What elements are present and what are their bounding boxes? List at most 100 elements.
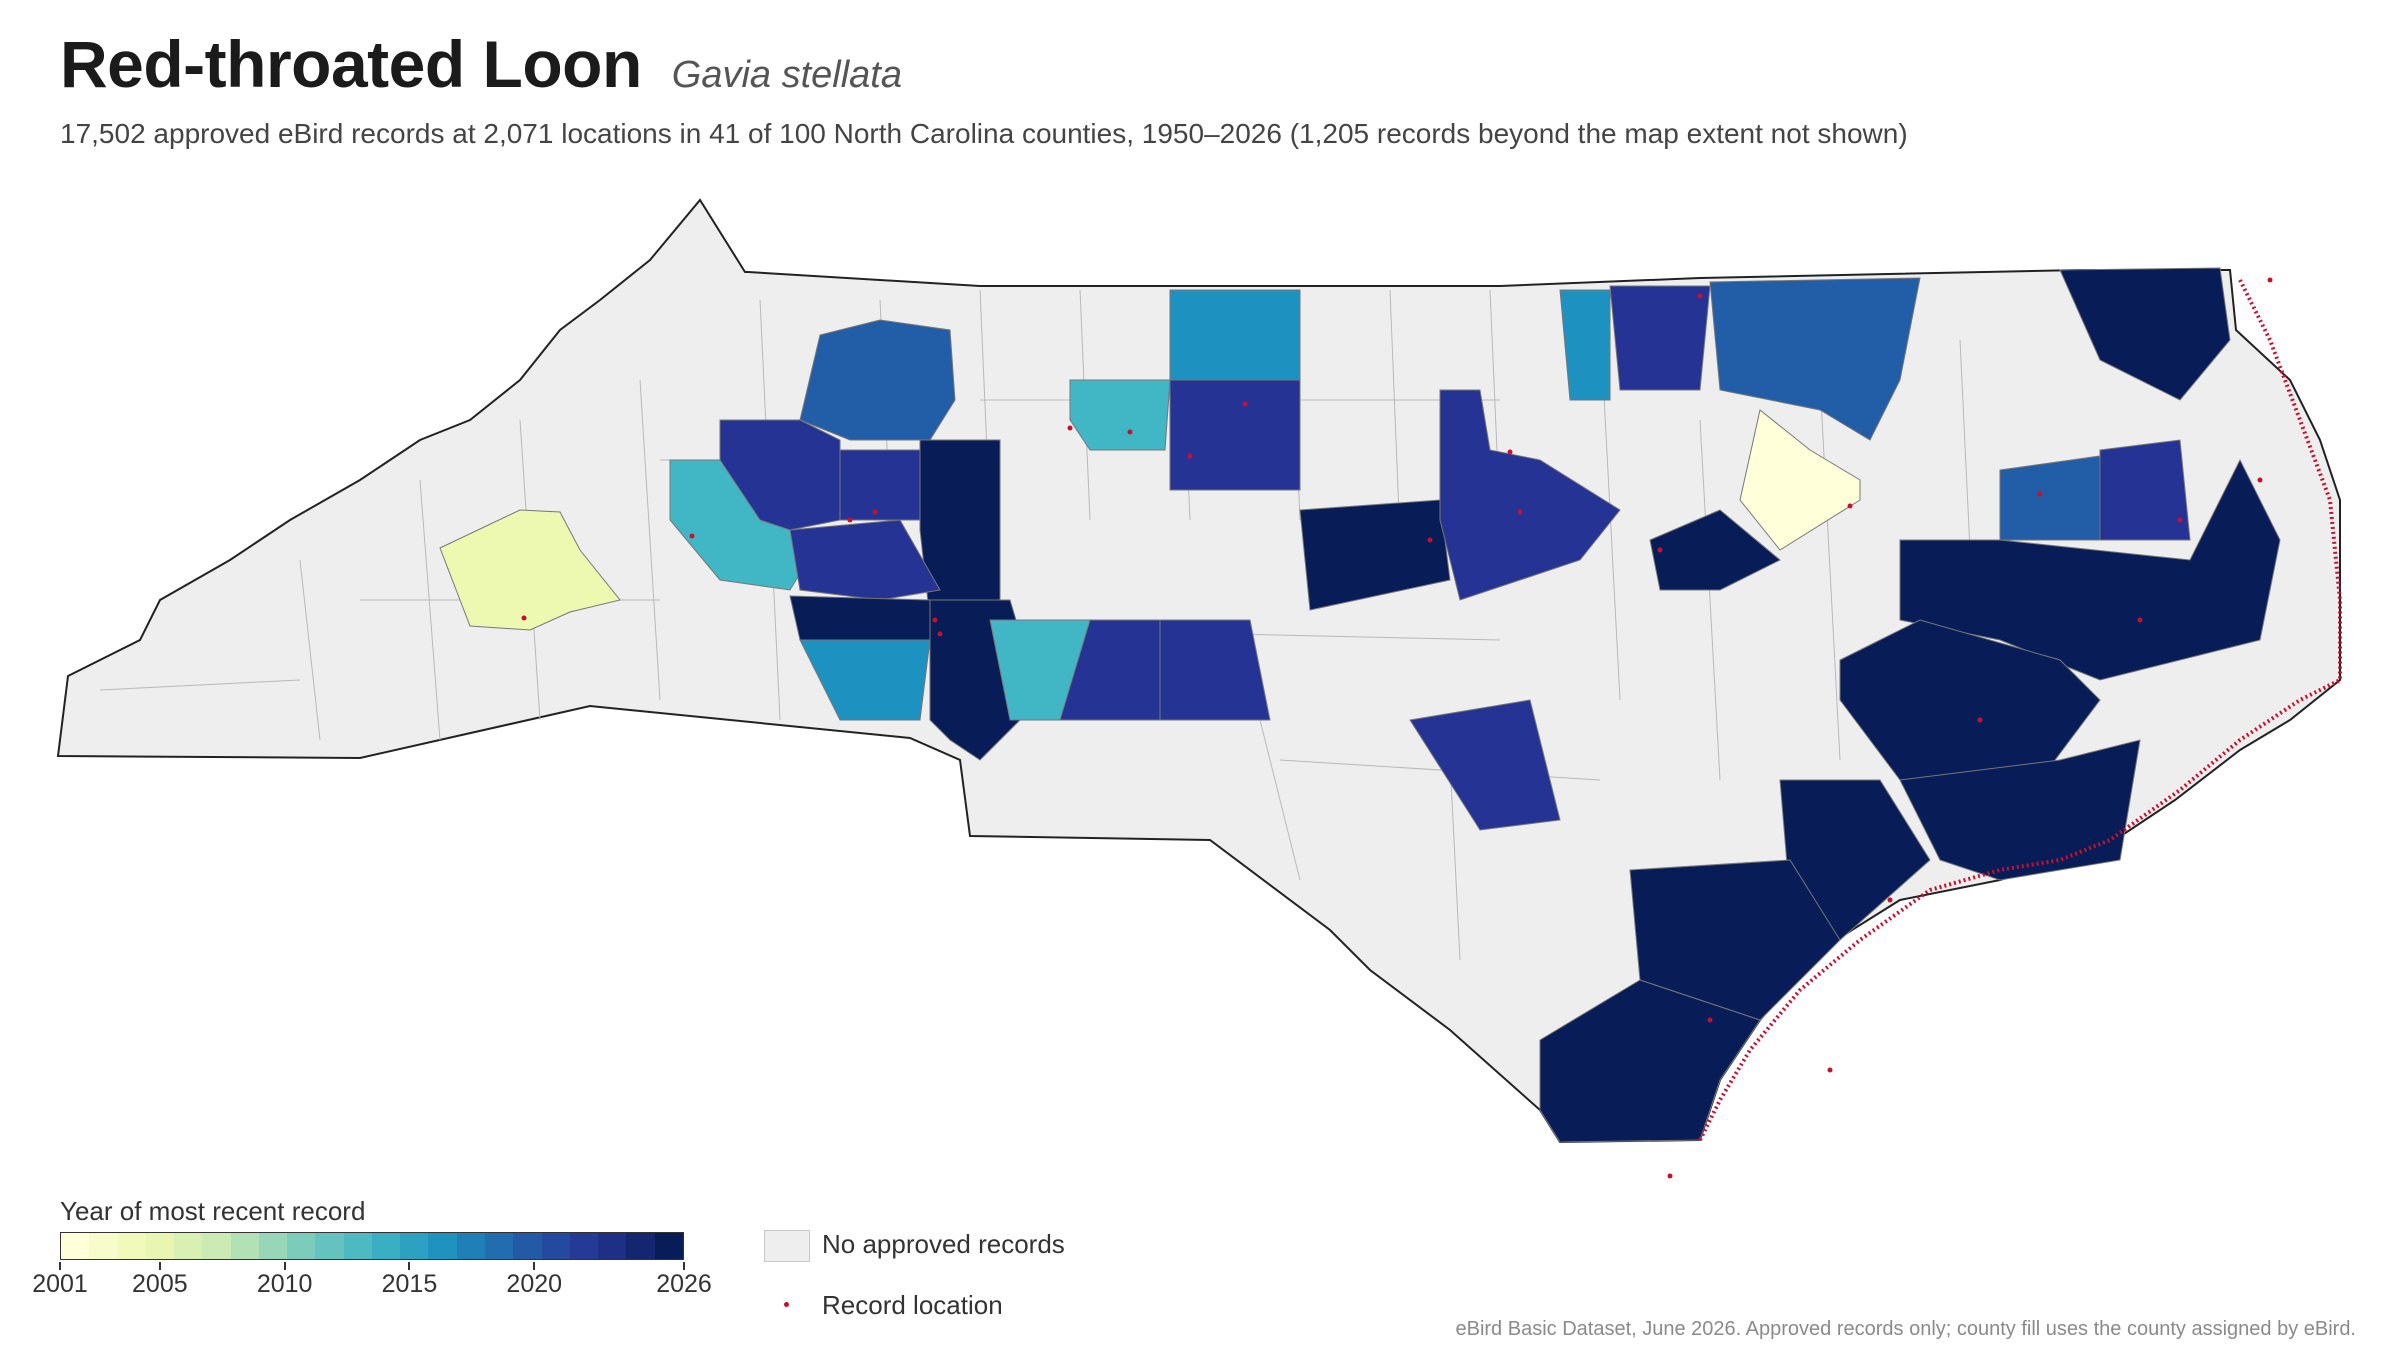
colorbar-step: [89, 1233, 118, 1259]
legend-title: Year of most recent record: [60, 1196, 366, 1226]
record-point: [2037, 491, 2043, 497]
title-row: Red-throated Loon Gavia stellata: [60, 26, 902, 102]
colorbar-tick-label: 2001: [32, 1270, 88, 1298]
record-point: [1507, 449, 1513, 455]
colorbar-step: [343, 1233, 372, 1259]
colorbar-tick: [533, 1262, 536, 1270]
county-mid-h: [1439, 389, 1621, 601]
record-point: [1427, 537, 1433, 543]
record-point: [1697, 293, 1703, 299]
county-east-b: [2099, 439, 2191, 541]
record-point: [932, 617, 938, 623]
colorbar-step: [258, 1233, 288, 1259]
county-east-c: [2059, 267, 2231, 401]
county-2002: [1739, 409, 1861, 551]
record-point: [847, 517, 853, 523]
county-west-a: [799, 319, 956, 441]
colorbar-step: [513, 1233, 542, 1259]
colorbar-tick-label: 2026: [656, 1270, 712, 1298]
colorbar-step: [400, 1233, 429, 1259]
county-west-d: [839, 449, 931, 521]
colorbar-tick-label: 2010: [256, 1270, 313, 1298]
county-fills: [439, 267, 2281, 1143]
no-records-swatch: [764, 1230, 810, 1262]
colorbar-step: [428, 1233, 457, 1259]
coastline-records: [1698, 279, 2342, 1141]
county-west-g: [789, 595, 941, 641]
colorbar-tick-label: 2020: [506, 1270, 563, 1298]
colorbar-step: [456, 1233, 485, 1259]
colorbar-step: [315, 1233, 344, 1259]
county-east-f: [1899, 739, 2141, 881]
colorbar-step: [654, 1233, 683, 1259]
record-location-dot: [784, 1302, 789, 1307]
source-note: eBird Basic Dataset, June 2026. Approved…: [1455, 1318, 2356, 1340]
colorbar-tick-label: 2005: [132, 1270, 188, 1298]
record-point: [1707, 1017, 1713, 1023]
colorbar-step: [230, 1233, 259, 1259]
record-point: [1847, 503, 1853, 509]
county-west-h: [799, 639, 931, 721]
county-mid-f: [1159, 619, 1271, 721]
county-mid-c: [1169, 379, 1301, 491]
record-point: [1127, 429, 1133, 435]
colorbar-step: [484, 1233, 514, 1259]
record-point: [1242, 401, 1248, 407]
colorbar-tick: [59, 1262, 61, 1270]
colorbar-tick: [158, 1262, 161, 1270]
colorbar-tick: [683, 1262, 685, 1270]
colorbar-step: [598, 1233, 627, 1259]
county-east-a: [1999, 455, 2101, 541]
county-mid-b: [1169, 289, 1301, 381]
record-point: [937, 631, 943, 637]
year-colorbar: [60, 1232, 684, 1260]
record-point: [1977, 717, 1983, 723]
county-2001: [439, 509, 621, 631]
record-point: [521, 615, 527, 621]
record-point: [1657, 547, 1663, 553]
map-subtitle: 17,502 approved eBird records at 2,071 l…: [60, 118, 1908, 149]
record-point: [689, 533, 695, 539]
map-title: Red-throated Loon: [60, 27, 642, 101]
record-point: [1517, 509, 1523, 515]
record-point: [2177, 517, 2183, 523]
record-points: [521, 277, 2273, 1179]
colorbar-tick: [283, 1262, 286, 1270]
county-mid-m: [1409, 699, 1561, 831]
county-west-e: [919, 439, 1001, 621]
colorbar-step: [287, 1233, 316, 1259]
colorbar-step: [61, 1233, 90, 1259]
county-mid-j: [1609, 285, 1711, 391]
colorbar-tick-label: 2015: [381, 1270, 438, 1298]
record-point: [1887, 897, 1893, 903]
scientific-name: Gavia stellata: [671, 54, 902, 96]
no-records-label: No approved records: [822, 1229, 1065, 1259]
county-east-h: [1629, 859, 1841, 1021]
record-point: [2257, 477, 2263, 483]
record-point: [1667, 1173, 1673, 1179]
colorbar-step: [371, 1233, 401, 1259]
colorbar-step: [569, 1233, 599, 1259]
colorbar-step: [145, 1233, 175, 1259]
record-point: [1067, 425, 1073, 431]
county-east-i: [1539, 979, 1761, 1143]
record-point: [872, 509, 878, 515]
record-point: [2267, 277, 2273, 283]
county-mid-k: [1709, 277, 1921, 441]
colorbar-step: [626, 1233, 655, 1259]
colorbar-step: [117, 1233, 146, 1259]
colorbar-step: [202, 1233, 231, 1259]
record-point: [1187, 453, 1193, 459]
record-point: [2137, 617, 2143, 623]
county-west-f: [789, 519, 941, 601]
county-mid-i: [1559, 289, 1611, 401]
record-point: [1827, 1067, 1833, 1073]
colorbar-tick: [408, 1262, 411, 1270]
county-mid-l: [1649, 509, 1781, 591]
record-location-label: Record location: [822, 1290, 1003, 1320]
county-east-e: [1839, 619, 2101, 781]
county-mid-g: [1299, 499, 1451, 611]
county-mid-a: [1069, 379, 1171, 451]
colorbar-step: [541, 1233, 570, 1259]
